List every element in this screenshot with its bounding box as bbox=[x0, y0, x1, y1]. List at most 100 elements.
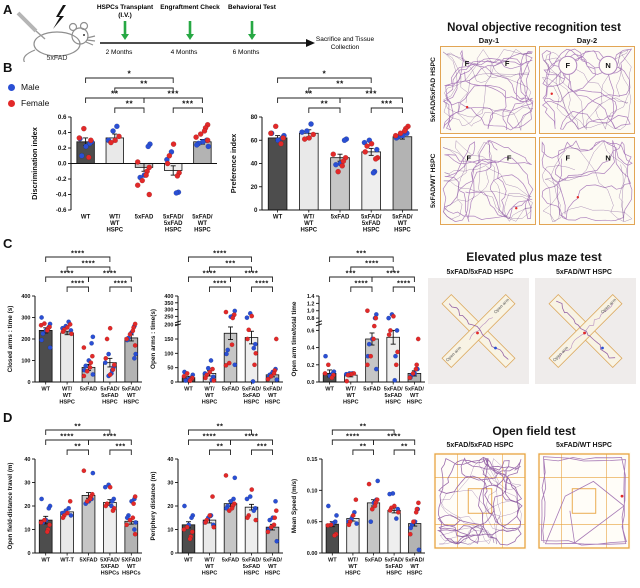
svg-text:5xFAD: 5xFAD bbox=[222, 558, 239, 564]
svg-text:WT-T: WT-T bbox=[60, 558, 74, 564]
svg-text:0.05: 0.05 bbox=[307, 520, 318, 526]
svg-text:HSPC: HSPC bbox=[202, 399, 218, 405]
svg-text:WT: WT bbox=[198, 221, 208, 227]
svg-text:5xFAD/: 5xFAD/ bbox=[263, 558, 282, 564]
svg-text:5xFAD/: 5xFAD/ bbox=[163, 215, 184, 221]
svg-text:WT: WT bbox=[304, 221, 314, 227]
male-dot-icon bbox=[8, 83, 15, 91]
svg-text:****: **** bbox=[365, 259, 379, 268]
svg-text:0.2: 0.2 bbox=[58, 145, 67, 152]
timeline-diagram: 5xFAD HSPCs Transplant (I.V.) Engraftmen… bbox=[16, 4, 375, 62]
svg-text:WT: WT bbox=[268, 393, 277, 399]
svg-text:20: 20 bbox=[251, 184, 258, 191]
svg-text:***: *** bbox=[182, 99, 194, 109]
svg-text:**: ** bbox=[360, 422, 367, 431]
svg-text:1.4: 1.4 bbox=[307, 294, 316, 300]
svg-text:50: 50 bbox=[167, 366, 173, 372]
svg-text:Closed arms : time (s): Closed arms : time (s) bbox=[7, 306, 14, 373]
svg-text:WT: WT bbox=[268, 564, 277, 570]
svg-text:F: F bbox=[505, 59, 510, 68]
svg-text:****: **** bbox=[103, 432, 117, 441]
syringe-icon bbox=[16, 11, 46, 40]
svg-text:5xFAD: 5xFAD bbox=[365, 558, 382, 564]
svg-text:WT: WT bbox=[127, 393, 136, 399]
svg-text:10: 10 bbox=[167, 528, 173, 534]
svg-text:300: 300 bbox=[21, 316, 30, 322]
svg-text:20: 20 bbox=[24, 504, 30, 510]
svg-text:0.6: 0.6 bbox=[307, 328, 315, 334]
svg-text:****: **** bbox=[203, 269, 217, 278]
svg-text:30: 30 bbox=[24, 481, 30, 487]
nor-section: Noval objective recognition test Day-1 D… bbox=[428, 22, 640, 225]
svg-text:150: 150 bbox=[164, 337, 173, 343]
svg-text:5xFAD: 5xFAD bbox=[331, 215, 350, 221]
svg-text:***: *** bbox=[346, 269, 356, 278]
svg-text:**: ** bbox=[217, 442, 224, 451]
svg-text:N: N bbox=[605, 154, 610, 163]
svg-text:****: **** bbox=[60, 269, 74, 278]
svg-text:HSPC: HSPC bbox=[59, 399, 75, 405]
svg-text:5xFAD: 5xFAD bbox=[384, 393, 401, 399]
mouse-illustration bbox=[23, 21, 96, 62]
svg-text:20: 20 bbox=[167, 504, 173, 510]
svg-text:**: ** bbox=[111, 89, 119, 99]
svg-text:WT: WT bbox=[184, 387, 193, 393]
svg-text:HSPC: HSPC bbox=[345, 570, 361, 576]
svg-text:****: **** bbox=[60, 432, 74, 441]
svg-text:***: *** bbox=[365, 89, 377, 99]
svg-text:300: 300 bbox=[164, 308, 173, 314]
svg-text:****: **** bbox=[387, 432, 401, 441]
svg-text:Open arms : time(s): Open arms : time(s) bbox=[150, 309, 157, 369]
svg-text:HSPC: HSPC bbox=[106, 227, 123, 233]
svg-text:0.4: 0.4 bbox=[307, 346, 316, 352]
svg-text:-0.2: -0.2 bbox=[56, 176, 67, 183]
svg-text:30: 30 bbox=[167, 481, 173, 487]
svg-text:40: 40 bbox=[167, 457, 173, 463]
svg-text:WT: WT bbox=[205, 564, 214, 570]
svg-text:5xFAD/: 5xFAD/ bbox=[192, 215, 213, 221]
event3-label: Behavioral Test bbox=[228, 4, 277, 11]
month4-label: 4 Months bbox=[171, 49, 198, 56]
endpoint-label: Sacrifice and Tissue bbox=[316, 36, 375, 43]
svg-text:WT: WT bbox=[127, 564, 136, 570]
svg-text:WT: WT bbox=[325, 387, 334, 393]
event2-label: Engraftment Check bbox=[160, 4, 220, 11]
svg-text:****: **** bbox=[114, 279, 128, 288]
svg-text:****: **** bbox=[346, 432, 360, 441]
svg-text:****: **** bbox=[397, 279, 411, 288]
svg-text:1.0: 1.0 bbox=[307, 309, 315, 315]
svg-text:HSPCs: HSPCs bbox=[101, 570, 120, 576]
svg-text:F: F bbox=[507, 154, 512, 163]
panel-label-d: D bbox=[3, 410, 13, 425]
svg-text:1.2: 1.2 bbox=[307, 301, 315, 307]
svg-text:WT: WT bbox=[328, 558, 337, 564]
event1-label: HSPCs Transplant bbox=[97, 4, 154, 11]
svg-text:10: 10 bbox=[24, 528, 30, 534]
svg-text:WT/: WT/ bbox=[303, 215, 314, 221]
svg-text:HSPC: HSPC bbox=[385, 399, 401, 405]
svg-text:WT: WT bbox=[41, 387, 50, 393]
svg-text:350: 350 bbox=[164, 301, 173, 307]
svg-text:*: * bbox=[127, 69, 131, 79]
svg-text:**: ** bbox=[360, 442, 367, 451]
svg-text:5xFAD/: 5xFAD/ bbox=[100, 387, 119, 393]
svg-text:F: F bbox=[465, 59, 470, 68]
svg-text:5XFAD: 5XFAD bbox=[101, 564, 119, 570]
svg-text:0: 0 bbox=[170, 551, 173, 557]
svg-text:0: 0 bbox=[254, 207, 258, 214]
svg-text:***: *** bbox=[167, 89, 179, 99]
svg-text:****: **** bbox=[213, 279, 227, 288]
svg-text:***: *** bbox=[225, 259, 235, 268]
month6-label: 6 Months bbox=[233, 49, 260, 56]
svg-text:Periphery distance (m): Periphery distance (m) bbox=[150, 472, 157, 541]
svg-text:**: ** bbox=[74, 442, 81, 451]
svg-text:-0.6: -0.6 bbox=[56, 207, 67, 214]
svg-text:5xFAD/: 5xFAD/ bbox=[242, 387, 261, 393]
